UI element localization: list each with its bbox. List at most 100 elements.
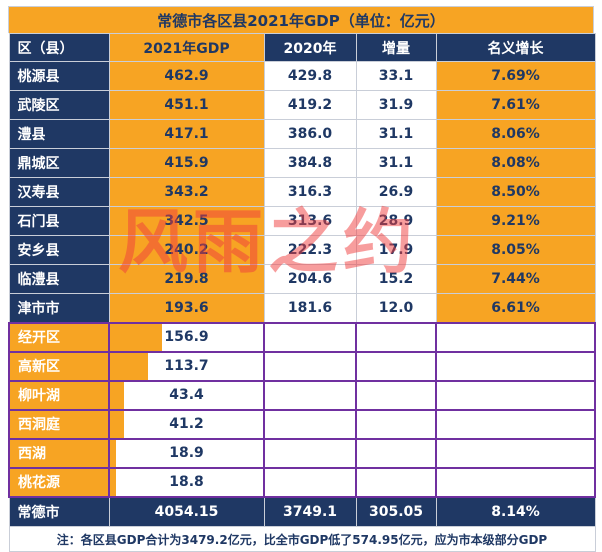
growth-cell xyxy=(435,350,596,382)
table-row: 津市市 193.6 181.6 12.0 6.61% xyxy=(8,293,596,323)
y2020-cell xyxy=(263,321,357,353)
gdp-bar xyxy=(110,62,263,90)
gdp-value: 113.7 xyxy=(164,358,209,374)
total-delta-cell: 305.05 xyxy=(355,496,437,527)
region-name-cell: 安乡县 xyxy=(8,235,110,265)
region-name-cell: 桃源县 xyxy=(8,61,110,91)
gdp-cell: 219.8 xyxy=(108,264,265,294)
gdp-cell: 113.7 xyxy=(108,350,265,382)
gdp-cell: 417.1 xyxy=(108,119,265,149)
table-row: 桃源县 462.9 429.8 33.1 7.69% xyxy=(8,61,596,91)
delta-cell: 33.1 xyxy=(355,61,437,91)
region-name-cell: 西湖 xyxy=(8,437,110,469)
y2020-cell xyxy=(263,350,357,382)
table-body: 桃源县 462.9 429.8 33.1 7.69% 武陵区 451.1 419… xyxy=(8,61,596,498)
total-name-cell: 常德市 xyxy=(8,496,110,527)
growth-cell: 8.50% xyxy=(435,177,596,207)
gdp-cell: 156.9 xyxy=(108,321,265,353)
gdp-bar xyxy=(110,236,263,264)
gdp-cell: 343.2 xyxy=(108,177,265,207)
y2020-cell: 181.6 xyxy=(263,293,357,323)
delta-cell xyxy=(355,466,437,498)
y2020-cell: 222.3 xyxy=(263,235,357,265)
col-header-delta: 增量 xyxy=(355,33,437,62)
gdp-bar xyxy=(111,469,117,495)
table-row: 经开区 156.9 xyxy=(8,321,596,353)
region-name-cell: 鼎城区 xyxy=(8,148,110,178)
delta-cell: 28.9 xyxy=(355,206,437,236)
gdp-cell: 41.2 xyxy=(108,408,265,440)
gdp-bar xyxy=(111,324,162,350)
header-row: 区（县） 2021年GDP 2020年 增量 名义增长 xyxy=(8,33,596,62)
y2020-cell: 419.2 xyxy=(263,90,357,120)
gdp-bar xyxy=(110,294,263,322)
growth-cell xyxy=(435,408,596,440)
gdp-value: 451.1 xyxy=(164,97,209,113)
table-row: 鼎城区 415.9 384.8 31.1 8.08% xyxy=(8,148,596,178)
gdp-cell: 240.2 xyxy=(108,235,265,265)
total-2020-cell: 3749.1 xyxy=(263,496,357,527)
gdp-value: 18.8 xyxy=(169,474,204,490)
note-row: 注：各区县GDP合计为3479.2亿元，比全市GDP低了574.95亿元，应为市… xyxy=(8,526,596,552)
gdp-cell: 18.9 xyxy=(108,437,265,469)
delta-cell: 31.1 xyxy=(355,148,437,178)
gdp-bar xyxy=(110,120,263,148)
growth-cell: 8.05% xyxy=(435,235,596,265)
gdp-bar xyxy=(111,382,125,408)
gdp-bar xyxy=(111,353,148,379)
y2020-cell xyxy=(263,466,357,498)
gdp-cell: 342.5 xyxy=(108,206,265,236)
gdp-value: 193.6 xyxy=(164,299,209,316)
table-row: 西洞庭 41.2 xyxy=(8,408,596,440)
region-name-cell: 柳叶湖 xyxy=(8,379,110,411)
table-row: 汉寿县 343.2 316.3 26.9 8.50% xyxy=(8,177,596,207)
gdp-bar xyxy=(110,207,263,235)
growth-cell xyxy=(435,379,596,411)
gdp-cell: 18.8 xyxy=(108,466,265,498)
delta-cell: 26.9 xyxy=(355,177,437,207)
table-row: 西湖 18.9 xyxy=(8,437,596,469)
growth-cell xyxy=(435,437,596,469)
growth-cell: 7.44% xyxy=(435,264,596,294)
delta-cell: 31.1 xyxy=(355,119,437,149)
gdp-bar xyxy=(110,265,263,293)
region-name-cell: 西洞庭 xyxy=(8,408,110,440)
gdp-bar xyxy=(110,91,263,119)
region-name-cell: 经开区 xyxy=(8,321,110,353)
gdp-value: 240.2 xyxy=(164,242,209,258)
table-row: 武陵区 451.1 419.2 31.9 7.61% xyxy=(8,90,596,120)
growth-cell: 9.21% xyxy=(435,206,596,236)
region-name-cell: 桃花源 xyxy=(8,466,110,498)
gdp-cell: 462.9 xyxy=(108,61,265,91)
y2020-cell xyxy=(263,408,357,440)
growth-cell xyxy=(435,466,596,498)
table-title: 常德市各区县2021年GDP（单位：亿元） xyxy=(8,6,594,33)
gdp-value: 43.4 xyxy=(169,387,204,403)
delta-cell xyxy=(355,408,437,440)
delta-cell: 15.2 xyxy=(355,264,437,294)
total-growth-cell: 8.14% xyxy=(435,496,596,527)
y2020-cell: 204.6 xyxy=(263,264,357,294)
table-row: 安乡县 240.2 222.3 17.9 8.05% xyxy=(8,235,596,265)
gdp-bar xyxy=(111,411,124,437)
delta-cell xyxy=(355,379,437,411)
gdp-cell: 43.4 xyxy=(108,379,265,411)
y2020-cell: 313.6 xyxy=(263,206,357,236)
growth-cell: 7.69% xyxy=(435,61,596,91)
y2020-cell: 316.3 xyxy=(263,177,357,207)
y2020-cell: 429.8 xyxy=(263,61,357,91)
delta-cell xyxy=(355,437,437,469)
gdp-value: 342.5 xyxy=(164,213,209,229)
delta-cell: 31.9 xyxy=(355,90,437,120)
region-name-cell: 汉寿县 xyxy=(8,177,110,207)
y2020-cell: 386.0 xyxy=(263,119,357,149)
table-row: 高新区 113.7 xyxy=(8,350,596,382)
total-row: 常德市 4054.15 3749.1 305.05 8.14% xyxy=(8,496,596,527)
delta-cell: 17.9 xyxy=(355,235,437,265)
table-row: 临澧县 219.8 204.6 15.2 7.44% xyxy=(8,264,596,294)
gdp-value: 219.8 xyxy=(164,271,209,287)
note-text: 注：各区县GDP合计为3479.2亿元，比全市GDP低了574.95亿元，应为市… xyxy=(8,526,596,552)
total-gdp-cell: 4054.15 xyxy=(108,496,265,527)
table-row: 桃花源 18.8 xyxy=(8,466,596,498)
